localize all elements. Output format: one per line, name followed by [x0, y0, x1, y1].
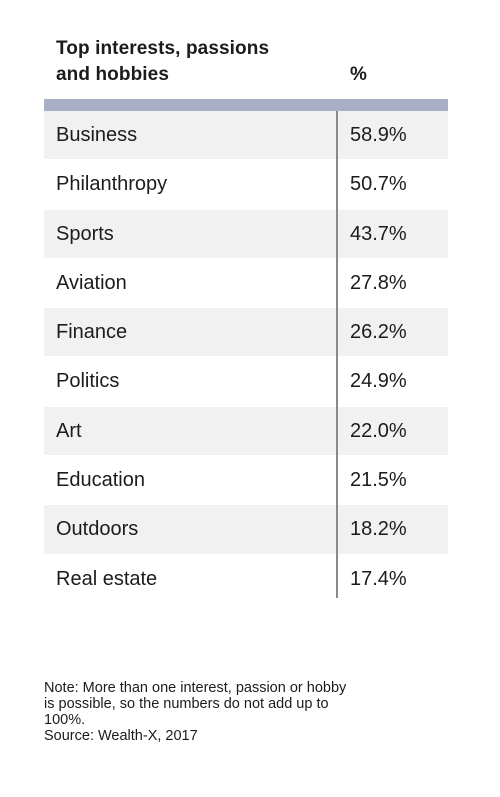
- row-value: 58.9%: [350, 124, 407, 146]
- row-label: Real estate: [56, 567, 158, 590]
- footnote-note-line-2: is possible, so the numbers do not add u…: [44, 696, 329, 712]
- footnote-note-line-1: Note: More than one interest, passion or…: [44, 680, 347, 696]
- row-label: Politics: [56, 370, 120, 393]
- table-body: Business 58.9% Philanthropy 50.7% Sports 43.7…: [44, 111, 448, 604]
- row-value: 22.0%: [350, 419, 407, 442]
- row-value: 27.8%: [350, 271, 407, 294]
- row-label: Aviation: [56, 271, 127, 294]
- column-header-interests: Top interests, passions and hobbies: [56, 36, 336, 88]
- row-value: 43.7%: [350, 222, 407, 245]
- footnote-source: Source: Wealth-X, 2017: [44, 728, 198, 744]
- column-header-percent: %: [350, 64, 367, 85]
- table-row: Finance 26.2%: [44, 308, 448, 358]
- table-header: Top interests, passions and hobbies %: [44, 36, 448, 98]
- row-label: Sports: [56, 222, 114, 245]
- column-divider: [336, 111, 338, 598]
- footnote: Note: More than one interest, passion or…: [44, 680, 444, 744]
- table-row: Art 22.0%: [44, 406, 448, 457]
- row-value: 18.2%: [350, 518, 407, 541]
- table-row: Politics 24.9%: [44, 357, 448, 407]
- row-label: Outdoors: [56, 518, 139, 541]
- column-header-line-2: and hobbies: [56, 64, 169, 85]
- header-rule: [44, 99, 448, 111]
- row-value: 21.5%: [350, 469, 407, 492]
- table-row: Philanthropy 50.7%: [44, 160, 448, 210]
- table-row: Real estate 17.4%: [44, 554, 448, 604]
- row-label: Finance: [56, 321, 128, 344]
- table-row: Sports 43.7%: [44, 209, 448, 259]
- row-value: 24.9%: [350, 370, 407, 393]
- table-row: Outdoors 18.2%: [44, 505, 448, 555]
- table-row: Education 21.5%: [44, 456, 448, 506]
- row-label: Philanthropy: [56, 173, 168, 196]
- column-header-line-1: Top interests, passions: [56, 38, 270, 59]
- row-value: 26.2%: [350, 321, 407, 344]
- table-row: Business 58.9%: [44, 111, 448, 161]
- footnote-note-line-3: 100%.: [44, 712, 86, 728]
- row-label: Business: [56, 124, 138, 146]
- table-row: Aviation 27.8%: [44, 258, 448, 309]
- row-label: Art: [56, 419, 82, 442]
- row-value: 17.4%: [350, 567, 407, 590]
- row-value: 50.7%: [350, 173, 407, 196]
- row-label: Education: [56, 469, 145, 492]
